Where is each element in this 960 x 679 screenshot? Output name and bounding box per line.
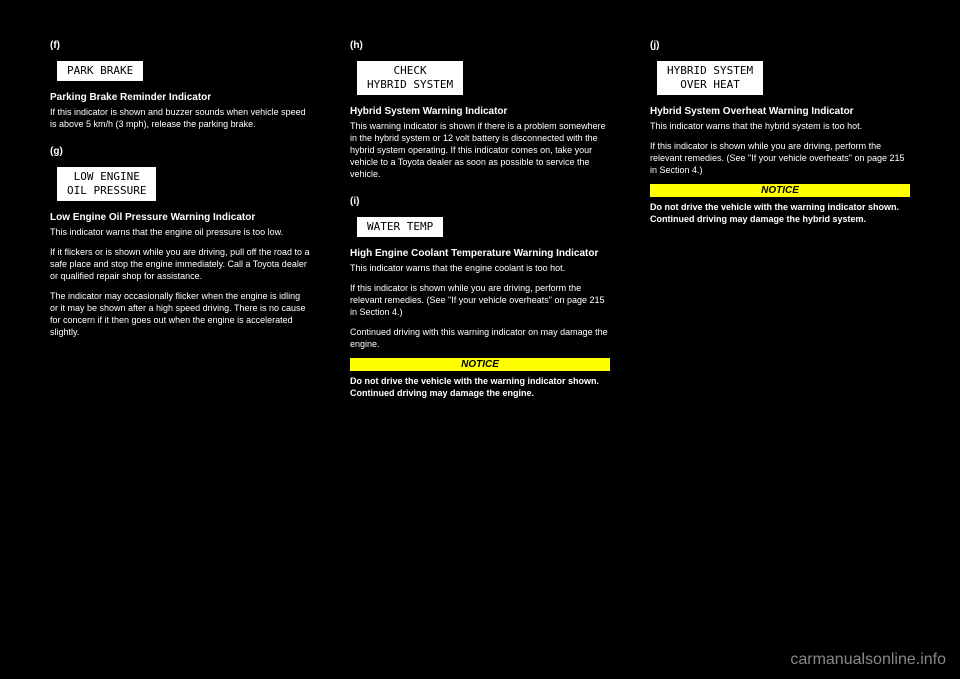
section-hybrid-overheat: (j) HYBRID SYSTEM OVER HEAT Hybrid Syste… [650,40,910,225]
indicator-water-temp: WATER TEMP [356,216,444,238]
indicator-low-oil: LOW ENGINE OIL PRESSURE [56,166,157,202]
section-paragraph: Continued driving with this warning indi… [350,326,610,350]
section-paragraph: This indicator warns that the engine oil… [50,226,310,238]
section-title: Parking Brake Reminder Indicator [50,92,310,103]
section-paragraph: If it flickers or is shown while you are… [50,246,310,282]
section-check-hybrid: (h) CHECK HYBRID SYSTEM Hybrid System Wa… [350,40,610,180]
section-label: (f) [50,40,310,51]
column-2: (h) CHECK HYBRID SYSTEM Hybrid System Wa… [350,40,610,415]
notice-bar: NOTICE [350,358,610,371]
section-paragraph: If this indicator is shown while you are… [650,140,910,176]
section-paragraph: If this indicator is shown and buzzer so… [50,106,310,130]
section-water-temp: (i) WATER TEMP High Engine Coolant Tempe… [350,196,610,399]
section-title: Hybrid System Warning Indicator [350,106,610,117]
watermark-text: carmanualsonline.info [790,651,946,669]
section-title: Low Engine Oil Pressure Warning Indicato… [50,212,310,223]
indicator-park-brake: PARK BRAKE [56,60,144,82]
indicator-check-hybrid: CHECK HYBRID SYSTEM [356,60,464,96]
indicator-hybrid-overheat: HYBRID SYSTEM OVER HEAT [656,60,764,96]
section-park-brake: (f) PARK BRAKE Parking Brake Reminder In… [50,40,310,130]
section-paragraph: This warning indicator is shown if there… [350,120,610,180]
section-title: High Engine Coolant Temperature Warning … [350,248,610,259]
section-label: (h) [350,40,610,51]
column-1: (f) PARK BRAKE Parking Brake Reminder In… [50,40,310,415]
notice-text: Do not drive the vehicle with the warnin… [350,375,610,399]
section-low-oil: (g) LOW ENGINE OIL PRESSURE Low Engine O… [50,146,310,338]
notice-text: Do not drive the vehicle with the warnin… [650,201,910,225]
section-label: (i) [350,196,610,207]
column-3: (j) HYBRID SYSTEM OVER HEAT Hybrid Syste… [650,40,910,415]
section-paragraph: If this indicator is shown while you are… [350,282,610,318]
section-label: (g) [50,146,310,157]
section-paragraph: The indicator may occasionally flicker w… [50,290,310,338]
section-paragraph: This indicator warns that the hybrid sys… [650,120,910,132]
manual-page: (f) PARK BRAKE Parking Brake Reminder In… [0,0,960,435]
notice-bar: NOTICE [650,184,910,197]
section-paragraph: This indicator warns that the engine coo… [350,262,610,274]
section-label: (j) [650,40,910,51]
section-title: Hybrid System Overheat Warning Indicator [650,106,910,117]
